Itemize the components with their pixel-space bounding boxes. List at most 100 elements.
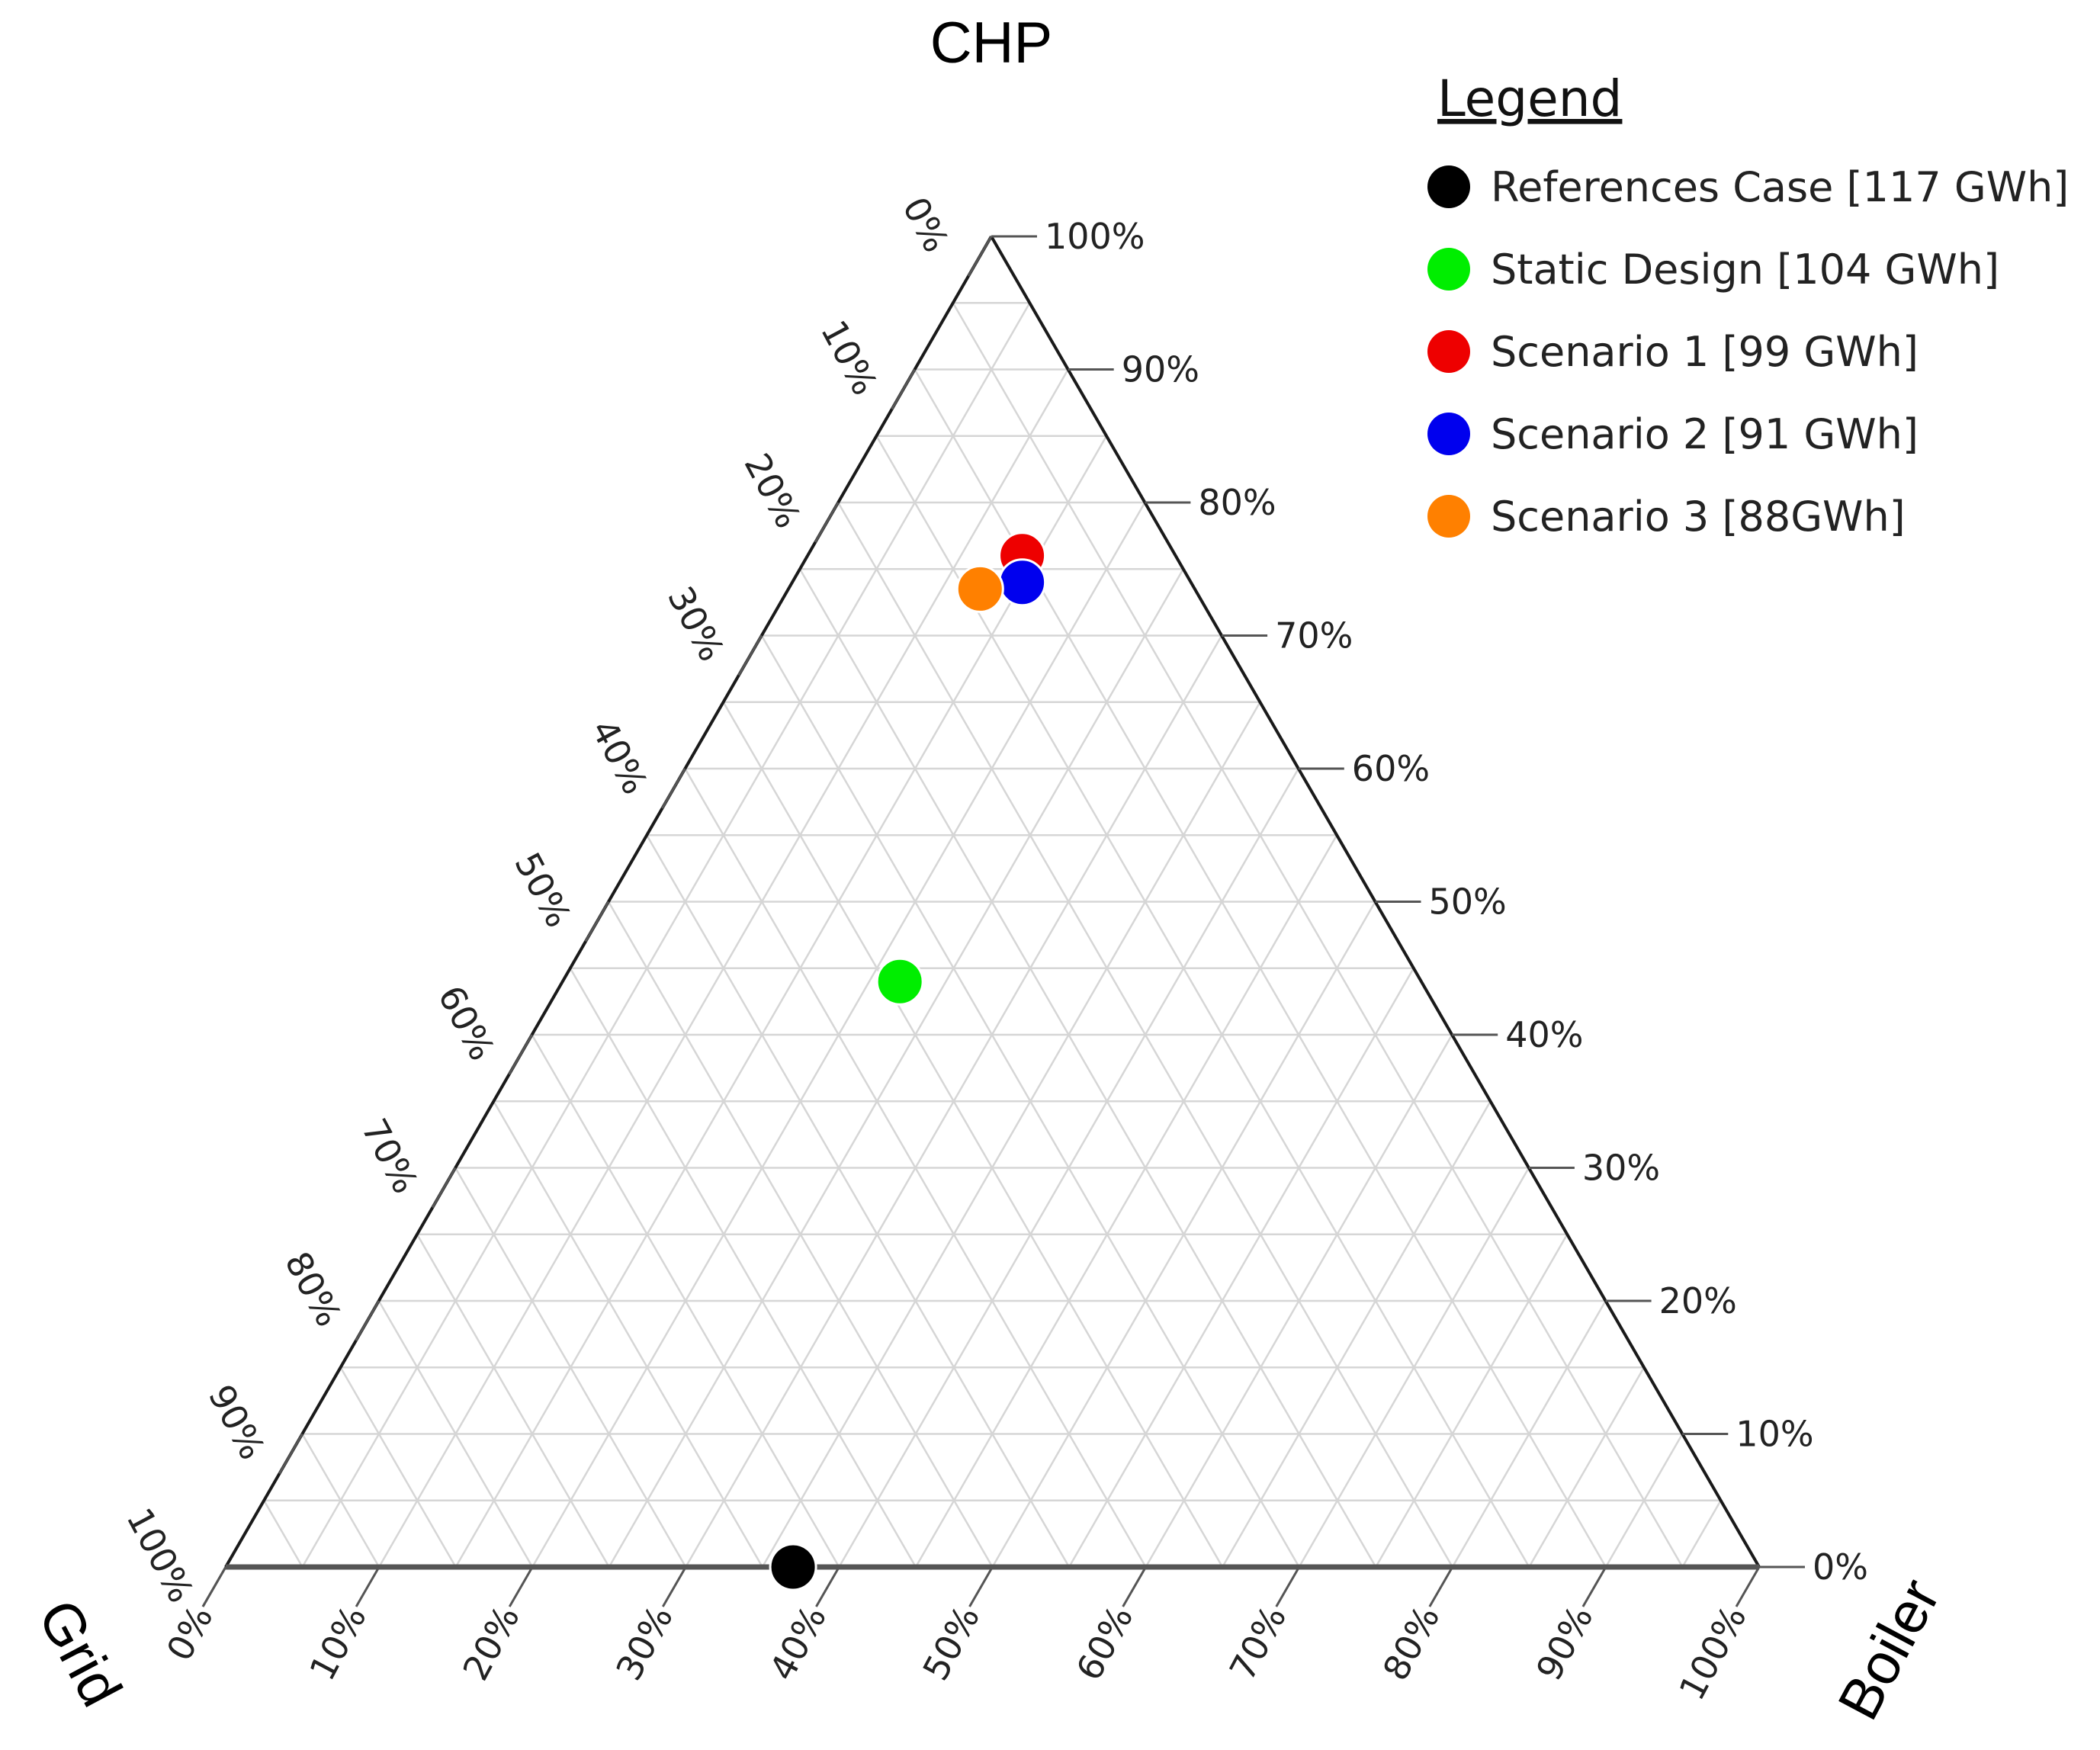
tick-label-boiler: 100% — [1671, 1599, 1754, 1707]
grid-line-boiler — [608, 568, 1184, 1568]
data-points — [769, 531, 1047, 1591]
grid-line-grid — [646, 834, 1071, 1568]
tick-mark-boiler — [968, 1566, 994, 1607]
grid-line-boiler — [761, 702, 1261, 1568]
tick-mark-boiler — [1122, 1566, 1147, 1607]
legend-label-3: Scenario 1 [99 GWh] — [1491, 328, 1919, 376]
tick-mark-grid — [278, 1433, 303, 1475]
tick-label-boiler: 90% — [1528, 1599, 1601, 1687]
tick-mark-boiler — [508, 1566, 534, 1607]
legend-title: Legend — [1437, 69, 1622, 128]
tick-mark-grid — [891, 368, 916, 410]
grid-line-grid — [607, 901, 994, 1568]
grid-line-grid — [875, 435, 1530, 1568]
grid-line-boiler — [914, 834, 1338, 1568]
grid-line-grid — [263, 1500, 303, 1568]
tick-label-chp: 70% — [1275, 615, 1353, 657]
tick-label-boiler: 10% — [301, 1599, 374, 1687]
tick-label-grid: 0% — [894, 191, 957, 259]
grid-line-grid — [339, 1366, 457, 1568]
grid-line-boiler — [301, 302, 1031, 1568]
legend: Legend References Case [117 GWh] Static D… — [1427, 69, 2069, 541]
tick-label-grid: 90% — [201, 1378, 274, 1466]
tick-label-grid: 70% — [353, 1112, 426, 1200]
legend-label-5: Scenario 3 [88GWh] — [1491, 493, 1906, 541]
tick-label-boiler: 60% — [1068, 1599, 1142, 1687]
grid-line-grid — [493, 1100, 763, 1568]
tick-label-boiler: 20% — [454, 1599, 528, 1687]
grid-line-grid — [377, 1300, 534, 1568]
axis-label-chp: CHP — [930, 11, 1052, 75]
grid-line-boiler — [1375, 1234, 1569, 1568]
tick-mark-boiler — [1581, 1566, 1607, 1607]
axis-label-grid: Grid — [25, 1590, 133, 1717]
grid-line-grid — [531, 1034, 840, 1568]
tick-label-boiler: 70% — [1222, 1599, 1295, 1687]
data-point-5 — [955, 564, 1004, 613]
tick-label-chp: 50% — [1429, 881, 1507, 923]
grid-line-grid — [722, 702, 1224, 1568]
tick-label-boiler: 0% — [159, 1599, 221, 1668]
tick-label-chp: 100% — [1045, 216, 1145, 257]
grid-line-grid — [454, 1167, 687, 1568]
tick-label-chp: 40% — [1505, 1014, 1583, 1055]
tick-mark-grid — [967, 236, 993, 277]
tick-label-grid: 50% — [506, 846, 580, 934]
tick-label-chp: 90% — [1122, 349, 1199, 390]
tick-label-grid: 80% — [277, 1245, 350, 1334]
tick-label-grid: 60% — [430, 979, 503, 1068]
tick-mark-grid — [737, 634, 763, 676]
legend-marker-5 — [1427, 495, 1470, 538]
tick-mark-boiler — [662, 1566, 687, 1607]
legend-label-4: Scenario 2 [91 GWh] — [1491, 410, 1919, 458]
legend-label-1: References Case [117 GWh] — [1491, 163, 2069, 211]
axis-label-boiler: Boiler — [1825, 1569, 1952, 1729]
tick-mark-grid — [814, 502, 840, 543]
legend-label-2: Static Design [104 GWh] — [1491, 246, 1999, 294]
tick-mark-grid — [508, 1034, 533, 1075]
tick-mark-grid — [355, 1300, 381, 1341]
tick-label-chp: 30% — [1582, 1148, 1660, 1189]
tick-label-chp: 20% — [1659, 1280, 1737, 1321]
tick-label-grid: 100% — [118, 1501, 201, 1609]
grid-line-boiler — [1604, 1433, 1684, 1568]
grid-line-grid — [798, 568, 1377, 1568]
grid-line-boiler — [1528, 1366, 1646, 1568]
grid-line-boiler — [1068, 968, 1414, 1568]
tick-mark-boiler — [201, 1566, 227, 1607]
legend-marker-4 — [1427, 413, 1470, 455]
tick-label-chp: 10% — [1736, 1414, 1813, 1455]
tick-label-boiler: 30% — [608, 1599, 681, 1687]
tick-mark-grid — [584, 901, 610, 942]
tick-label-chp: 0% — [1813, 1546, 1868, 1588]
tick-mark-grid — [431, 1167, 457, 1209]
legend-items: References Case [117 GWh] Static Design [… — [1427, 163, 2069, 541]
grid-line-boiler — [1681, 1500, 1722, 1568]
tick-label-boiler: 80% — [1375, 1599, 1448, 1687]
grid-line-grid — [952, 302, 1684, 1568]
legend-marker-1 — [1427, 165, 1470, 208]
tick-mark-grid — [661, 768, 686, 809]
tick-label-boiler: 50% — [915, 1599, 988, 1687]
grid-line-grid — [416, 1234, 610, 1568]
grid-line-boiler — [1145, 1034, 1453, 1568]
grid-line-boiler — [454, 435, 1108, 1568]
grid-line-boiler — [1451, 1300, 1607, 1568]
tick-mark-boiler — [355, 1566, 381, 1607]
tick-label-grid: 10% — [813, 313, 886, 402]
tick-label-chp: 80% — [1198, 482, 1276, 523]
data-point-4 — [998, 558, 1047, 607]
data-point-1 — [769, 1543, 817, 1591]
tick-label-grid: 20% — [736, 447, 809, 535]
tick-label-grid: 40% — [583, 713, 657, 801]
tick-label-grid: 30% — [660, 580, 733, 668]
legend-marker-3 — [1427, 330, 1470, 373]
grid-line-boiler — [1298, 1167, 1530, 1568]
tick-label-boiler: 40% — [761, 1599, 834, 1687]
grid-line-boiler — [1222, 1100, 1492, 1568]
tick-mark-boiler — [1428, 1566, 1454, 1607]
grid-line-grid — [301, 1433, 381, 1568]
tick-mark-boiler — [1735, 1566, 1761, 1607]
